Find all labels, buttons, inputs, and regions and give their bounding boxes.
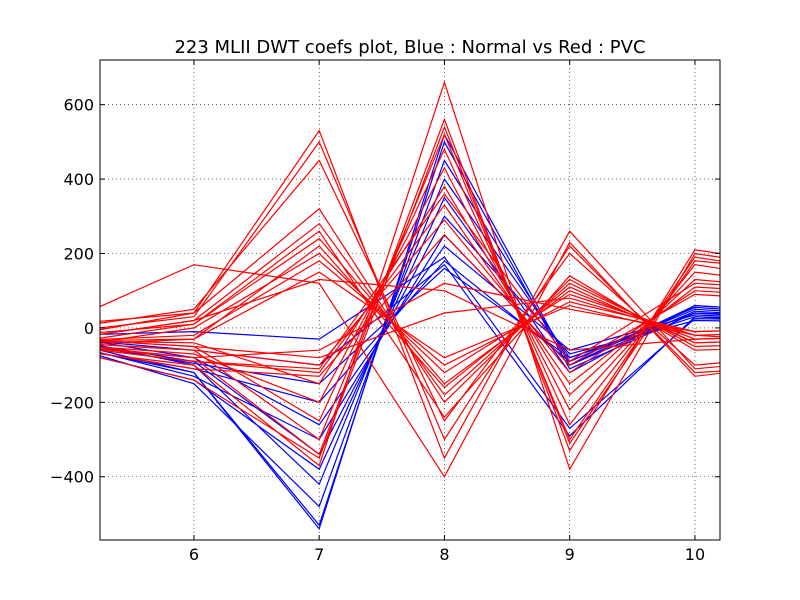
axes: 6 7 8 9 10 −400 −200 0 200 400 600: [50, 60, 720, 564]
series-line-pvc: [100, 241, 720, 478]
y-tick-label: 600: [63, 96, 94, 115]
series-line-pvc: [100, 125, 720, 459]
grid: [100, 60, 720, 540]
series-line-pvc: [100, 282, 720, 359]
y-tick-label: 400: [63, 170, 94, 189]
series-line-pvc: [100, 230, 720, 419]
x-tick-label: 7: [314, 545, 324, 564]
series-line-normal: [100, 159, 720, 508]
y-tick-label: 0: [84, 319, 94, 338]
series-line-pvc: [100, 234, 720, 377]
series-line-pvc: [100, 245, 720, 389]
series-line-pvc: [100, 80, 720, 471]
series-line-pvc: [100, 185, 720, 396]
series-line-pvc: [100, 297, 720, 359]
y-tick-label: 200: [63, 244, 94, 263]
series-line-pvc: [100, 278, 720, 351]
plot-frame: [99, 59, 721, 541]
chart-title: 223 MLII DWT coefs plot, Blue : Normal v…: [174, 37, 645, 58]
x-tick-label: 8: [439, 545, 449, 564]
x-tick-label: 9: [565, 545, 575, 564]
series-line-normal: [100, 256, 720, 430]
series-line-pvc: [100, 219, 720, 374]
series-line-pvc: [100, 166, 720, 411]
series-line-normal: [100, 267, 720, 385]
series-line-pvc: [100, 207, 720, 404]
y-tick-label: −400: [50, 468, 94, 487]
series-line-pvc: [100, 140, 720, 441]
series-group: [100, 80, 720, 531]
y-tick-label: −200: [50, 393, 94, 412]
x-tick-label: 10: [685, 545, 705, 564]
series-line-pvc: [100, 192, 720, 370]
x-tick-label: 6: [189, 545, 199, 564]
series-line-pvc: [100, 159, 720, 423]
